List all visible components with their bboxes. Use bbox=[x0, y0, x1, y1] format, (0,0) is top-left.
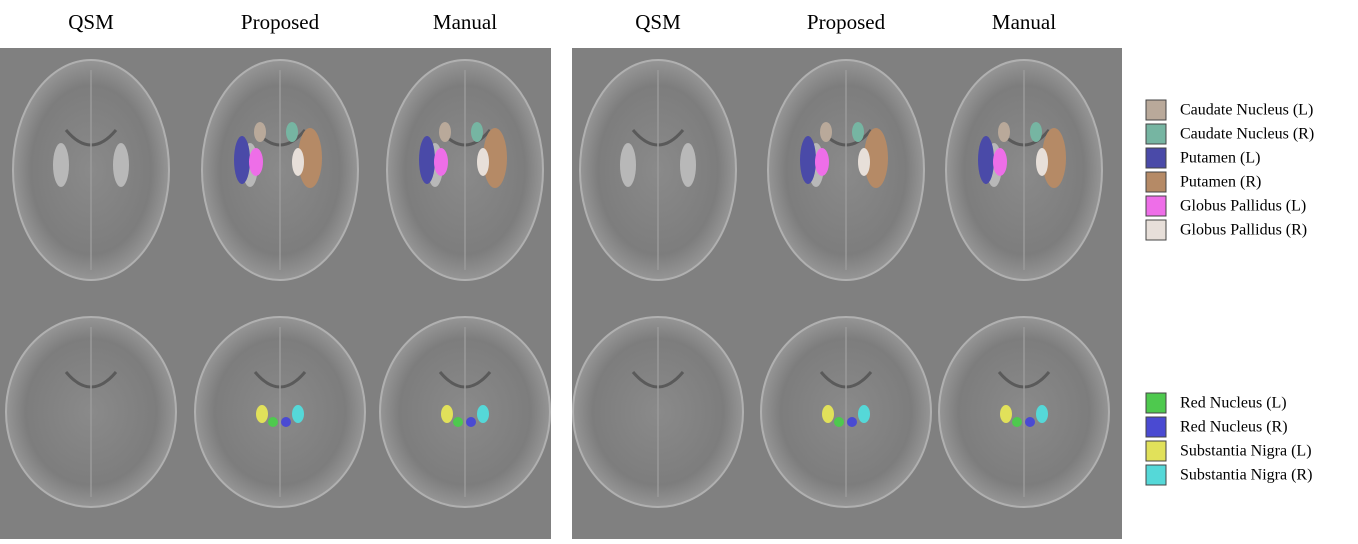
overlay bbox=[1012, 417, 1022, 427]
overlay bbox=[978, 136, 994, 184]
overlay bbox=[286, 122, 298, 142]
legend-label: Substantia Nigra (R) bbox=[1180, 467, 1312, 484]
overlay bbox=[483, 128, 507, 188]
legend-swatch bbox=[1145, 392, 1167, 414]
legend-swatch bbox=[1145, 123, 1167, 145]
overlay bbox=[993, 148, 1007, 176]
column-header: Manual bbox=[433, 10, 497, 34]
overlay bbox=[249, 148, 263, 176]
legend-label: Putamen (L) bbox=[1180, 150, 1260, 167]
overlay bbox=[292, 405, 304, 423]
column-header: Manual bbox=[992, 10, 1056, 34]
overlay bbox=[1036, 148, 1048, 176]
overlay bbox=[466, 417, 476, 427]
overlay bbox=[256, 405, 268, 423]
structure bbox=[53, 143, 69, 187]
legend-label: Globus Pallidus (L) bbox=[1180, 198, 1306, 215]
column-header: QSM bbox=[635, 10, 681, 34]
overlay bbox=[441, 405, 453, 423]
overlay bbox=[1042, 128, 1066, 188]
overlay bbox=[858, 405, 870, 423]
legend-label: Red Nucleus (R) bbox=[1180, 419, 1288, 436]
column-header: QSM bbox=[68, 10, 114, 34]
column-header: Proposed bbox=[241, 10, 320, 34]
legend-label: Caudate Nucleus (L) bbox=[1180, 102, 1313, 119]
overlay bbox=[800, 136, 816, 184]
overlay bbox=[852, 122, 864, 142]
overlay bbox=[858, 148, 870, 176]
overlay bbox=[298, 128, 322, 188]
legend-swatch bbox=[1145, 99, 1167, 121]
overlay bbox=[471, 122, 483, 142]
overlay bbox=[434, 148, 448, 176]
legend-label: Putamen (R) bbox=[1180, 174, 1261, 191]
legend-label: Globus Pallidus (R) bbox=[1180, 222, 1307, 239]
legend-swatch bbox=[1145, 440, 1167, 462]
overlay bbox=[439, 122, 451, 142]
legend-swatch bbox=[1145, 464, 1167, 486]
legend-swatch bbox=[1145, 171, 1167, 193]
overlay bbox=[477, 148, 489, 176]
overlay bbox=[268, 417, 278, 427]
overlay bbox=[834, 417, 844, 427]
overlay bbox=[815, 148, 829, 176]
legend-label: Red Nucleus (L) bbox=[1180, 395, 1287, 412]
overlay bbox=[453, 417, 463, 427]
overlay bbox=[998, 122, 1010, 142]
overlay bbox=[1030, 122, 1042, 142]
structure bbox=[113, 143, 129, 187]
overlay bbox=[477, 405, 489, 423]
structure bbox=[620, 143, 636, 187]
structure bbox=[680, 143, 696, 187]
column-header: Proposed bbox=[807, 10, 886, 34]
overlay bbox=[820, 122, 832, 142]
legend-swatch bbox=[1145, 416, 1167, 438]
legend-swatch bbox=[1145, 147, 1167, 169]
overlay bbox=[847, 417, 857, 427]
overlay bbox=[1036, 405, 1048, 423]
legend-label: Caudate Nucleus (R) bbox=[1180, 126, 1314, 143]
legend-swatch bbox=[1145, 195, 1167, 217]
overlay bbox=[1000, 405, 1012, 423]
legend-label: Substantia Nigra (L) bbox=[1180, 443, 1312, 460]
overlay bbox=[419, 136, 435, 184]
overlay bbox=[822, 405, 834, 423]
legend-swatch bbox=[1145, 219, 1167, 241]
overlay bbox=[234, 136, 250, 184]
overlay bbox=[864, 128, 888, 188]
overlay bbox=[254, 122, 266, 142]
overlay bbox=[1025, 417, 1035, 427]
overlay bbox=[292, 148, 304, 176]
overlay bbox=[281, 417, 291, 427]
